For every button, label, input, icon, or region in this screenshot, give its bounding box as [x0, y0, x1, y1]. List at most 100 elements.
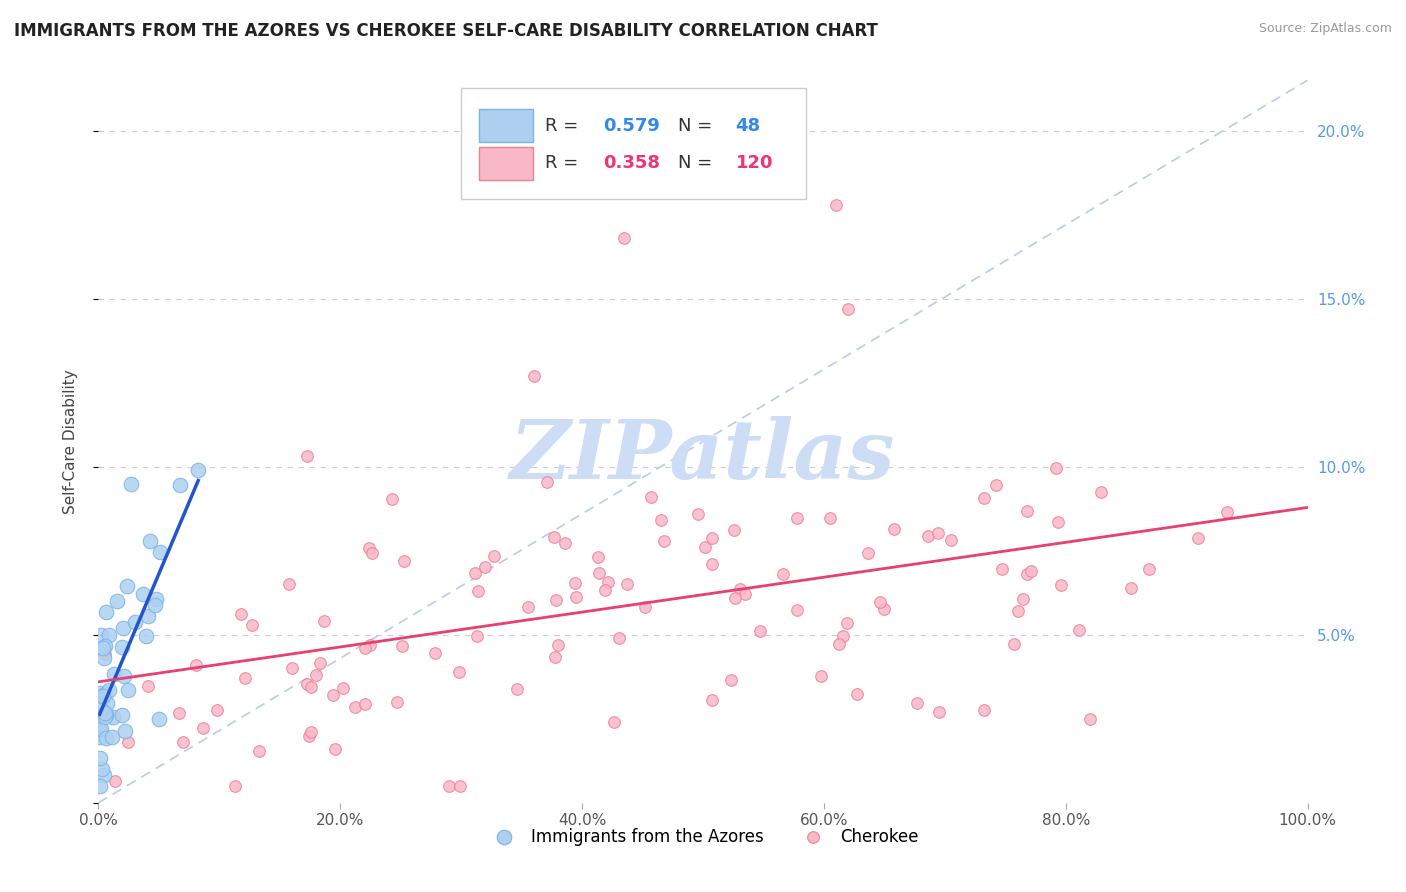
- Point: [437, 779, 460, 793]
- Point: [247, 744, 270, 758]
- Point: [105, 594, 128, 608]
- Point: [596, 574, 619, 589]
- Point: [883, 522, 905, 536]
- Point: [818, 510, 841, 524]
- Point: [361, 546, 384, 560]
- Point: [810, 669, 832, 683]
- Point: [91, 706, 114, 721]
- Point: [117, 579, 139, 593]
- Point: [94, 731, 117, 745]
- Point: [1050, 578, 1073, 592]
- Point: [90, 762, 112, 776]
- Point: [905, 696, 928, 710]
- Point: [101, 709, 124, 723]
- Text: ZIPatlas: ZIPatlas: [510, 416, 896, 496]
- Point: [1007, 605, 1029, 619]
- Point: [187, 463, 209, 477]
- FancyBboxPatch shape: [479, 109, 533, 143]
- Text: 120: 120: [735, 154, 773, 172]
- Point: [91, 641, 114, 656]
- Point: [772, 567, 794, 582]
- Point: [90, 702, 112, 716]
- Text: Source: ZipAtlas.com: Source: ZipAtlas.com: [1258, 22, 1392, 36]
- Text: 0.358: 0.358: [603, 154, 659, 172]
- Point: [1017, 504, 1039, 518]
- Point: [89, 722, 111, 736]
- Point: [544, 649, 567, 664]
- Point: [1045, 461, 1067, 475]
- Point: [973, 491, 995, 505]
- Point: [544, 593, 567, 607]
- Point: [831, 628, 853, 642]
- Point: [1216, 505, 1239, 519]
- Point: [112, 669, 135, 683]
- Point: [101, 730, 124, 744]
- Point: [474, 559, 496, 574]
- Point: [103, 774, 125, 789]
- Point: [734, 587, 756, 601]
- Point: [169, 478, 191, 492]
- Point: [90, 722, 112, 736]
- Point: [693, 541, 716, 555]
- Point: [392, 554, 415, 568]
- Point: [135, 629, 157, 643]
- Point: [93, 650, 115, 665]
- Point: [700, 693, 723, 707]
- Point: [111, 640, 134, 654]
- Point: [224, 779, 246, 793]
- Point: [359, 541, 381, 556]
- Point: [846, 687, 869, 701]
- Point: [565, 590, 588, 604]
- Point: [986, 478, 1008, 492]
- Point: [167, 706, 190, 721]
- Point: [91, 689, 114, 703]
- Point: [723, 524, 745, 538]
- Point: [1078, 712, 1101, 726]
- Point: [242, 618, 264, 632]
- Text: IMMIGRANTS FROM THE AZORES VS CHEROKEE SELF-CARE DISABILITY CORRELATION CHART: IMMIGRANTS FROM THE AZORES VS CHEROKEE S…: [14, 22, 877, 40]
- Text: R =: R =: [544, 117, 578, 135]
- Point: [603, 715, 626, 730]
- Point: [299, 725, 322, 739]
- Point: [1119, 581, 1142, 595]
- Point: [447, 665, 470, 679]
- Point: [588, 566, 610, 580]
- Point: [136, 679, 159, 693]
- Point: [298, 729, 321, 743]
- Point: [90, 710, 112, 724]
- Point: [873, 601, 896, 615]
- Point: [1090, 484, 1112, 499]
- Point: [117, 683, 139, 698]
- Point: [973, 703, 995, 717]
- Point: [131, 587, 153, 601]
- Point: [89, 751, 111, 765]
- Point: [143, 599, 166, 613]
- Point: [90, 628, 112, 642]
- Point: [89, 686, 111, 700]
- Point: [423, 646, 446, 660]
- Point: [111, 622, 134, 636]
- Point: [120, 476, 142, 491]
- Point: [89, 779, 111, 793]
- Point: [278, 577, 301, 591]
- Point: [172, 735, 194, 749]
- Point: [295, 450, 318, 464]
- Point: [1067, 624, 1090, 638]
- Point: [111, 708, 134, 723]
- Point: [136, 609, 159, 624]
- Point: [586, 550, 609, 565]
- Point: [391, 640, 413, 654]
- Point: [94, 647, 117, 661]
- Point: [564, 576, 586, 591]
- Point: [516, 599, 538, 614]
- Point: [332, 681, 354, 695]
- Point: [308, 656, 330, 670]
- Point: [114, 723, 136, 738]
- Point: [233, 671, 256, 685]
- Point: [89, 731, 111, 745]
- Point: [103, 666, 125, 681]
- Point: [482, 549, 505, 564]
- Point: [506, 682, 529, 697]
- Y-axis label: Self-Care Disability: Self-Care Disability: [63, 369, 77, 514]
- Point: [1187, 531, 1209, 545]
